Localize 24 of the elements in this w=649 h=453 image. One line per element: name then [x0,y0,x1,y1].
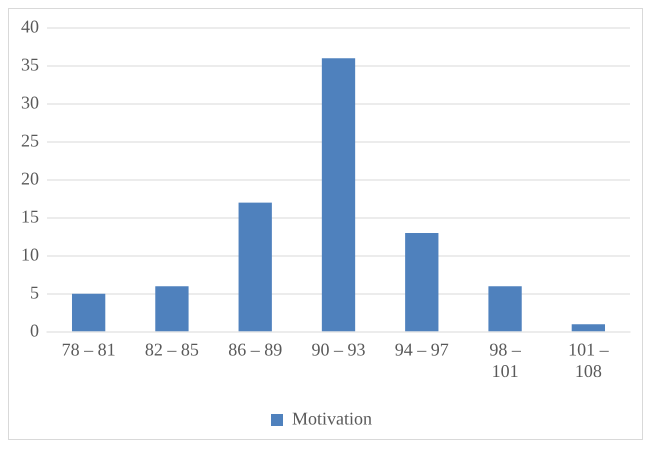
bar [322,58,356,332]
x-tick-label: 90 – 93 [312,339,366,360]
y-tick-label: 30 [21,92,39,113]
x-tick-label: 86 – 89 [228,339,282,360]
x-tick-label: 101 – 108 [568,339,610,381]
bar [572,324,606,332]
bar [72,294,106,332]
y-tick-label: 20 [21,168,39,189]
y-tick-label: 15 [21,206,39,227]
x-tick-label: 82 – 85 [144,339,199,360]
y-tick-label: 35 [21,54,39,75]
x-tick-label: 94 – 97 [394,339,449,360]
y-tick-label: 25 [21,130,39,151]
bar [238,202,272,332]
y-tick-label: 10 [21,244,39,265]
y-tick-label: 0 [30,320,39,341]
y-tick-label: 40 [21,16,39,37]
legend-label: Motivation [292,408,372,429]
y-tick-label: 5 [30,282,39,303]
bar [155,286,189,332]
x-tick-label: 98 – 101 [489,339,522,381]
bar [488,286,522,332]
bar [405,233,438,332]
x-tick-label: 78 – 81 [62,339,116,360]
